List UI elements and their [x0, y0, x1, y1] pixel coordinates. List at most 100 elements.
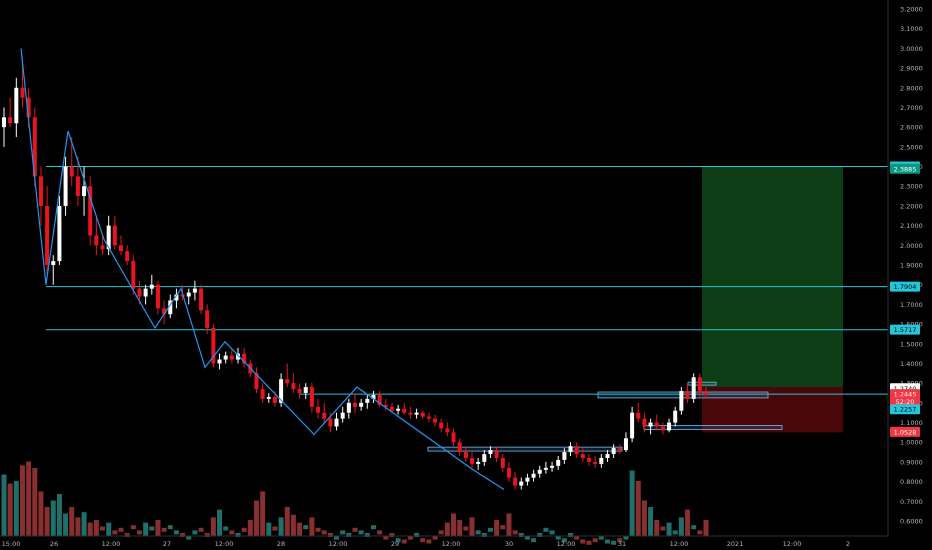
candle-body: [623, 438, 628, 451]
volume-bar: [186, 535, 192, 540]
candle-body: [149, 284, 154, 289]
volume-bar: [678, 517, 684, 536]
candle-body: [1, 117, 7, 128]
candle-body: [260, 389, 265, 399]
price-tick-label: 1.1000: [900, 419, 923, 427]
volume-bar: [315, 527, 321, 532]
candle-body: [537, 469, 542, 474]
volume-bar: [537, 533, 543, 537]
volume-bar: [580, 539, 586, 544]
trend-line: [20, 48, 505, 491]
candle-body: [155, 284, 160, 309]
time-tick-label: 15:00: [2, 540, 21, 548]
volume-bar: [586, 540, 592, 545]
volume-bar: [266, 522, 272, 536]
candle-body: [106, 225, 111, 250]
candle-body: [174, 294, 179, 301]
candle-body: [703, 393, 709, 395]
volume-bar: [167, 525, 173, 530]
candle-body: [242, 353, 247, 364]
candle-body: [580, 454, 585, 458]
candle-body: [506, 467, 511, 478]
volume-bar: [555, 535, 561, 540]
time-tick-label: 2: [846, 540, 850, 548]
candle-body: [235, 353, 241, 360]
volume-bar: [451, 513, 457, 536]
candle-body: [654, 422, 659, 427]
candle-body: [660, 426, 665, 431]
candle-body: [568, 446, 573, 453]
volume-bar: [438, 530, 444, 535]
candle-body: [82, 186, 87, 197]
price-tag-label: 1.2740: [894, 385, 917, 393]
volume-bar: [284, 507, 290, 536]
volume-bar: [352, 527, 358, 532]
volume-bar: [75, 517, 81, 536]
volume-bar: [340, 530, 346, 535]
candle-body: [679, 391, 684, 411]
candle-body: [488, 450, 493, 455]
volume-bar: [44, 507, 50, 536]
candle-body: [451, 432, 456, 443]
price-tick-label: 3.0000: [900, 45, 923, 53]
time-tick-label: 26: [50, 540, 58, 548]
candle-body: [562, 452, 567, 460]
volume-bar: [598, 535, 604, 540]
candle-body: [94, 235, 99, 246]
volume-bar: [635, 481, 641, 536]
price-tick-label: 2.8000: [900, 84, 923, 92]
candle-body: [303, 387, 308, 393]
candle-body: [482, 454, 487, 462]
volume-bar: [531, 538, 537, 543]
candle-body: [519, 481, 524, 486]
volume-bar: [229, 530, 235, 535]
candle-body: [642, 418, 647, 427]
candle-body: [143, 288, 148, 297]
candle-body: [57, 205, 62, 262]
price-tag-label: 1.7904: [894, 283, 917, 291]
horizontal-levels: [46, 166, 888, 395]
target-zone: [702, 166, 843, 388]
volume-bar: [672, 530, 678, 535]
volume-bar: [13, 481, 19, 536]
time-tick-label: 29: [391, 540, 399, 548]
volume-bar: [192, 530, 198, 535]
price-axis[interactable]: 3.2000 3.1000 3.0000 2.9000 2.8000 2.7000 2.60…: [900, 6, 923, 526]
price-tag-box: [890, 163, 920, 174]
time-axis[interactable]: 15:00 26 12:00 27 12:00 28 12:00 29 12:00 30 12:00…: [2, 540, 850, 548]
price-tag-label: 1.5717: [894, 326, 917, 334]
candle-body: [168, 300, 173, 315]
candle-body: [630, 412, 635, 439]
volume-bar: [383, 535, 389, 540]
candle-body: [279, 379, 284, 403]
volume-bar: [19, 465, 25, 536]
stop-zone: [702, 387, 843, 433]
candle-body: [365, 398, 370, 403]
volume-bar: [143, 522, 149, 536]
candle-body: [586, 457, 592, 462]
time-tick-label: 12:00: [329, 540, 348, 548]
volume-bar: [1, 474, 7, 536]
price-tick-label: 1.5000: [900, 340, 923, 348]
price-tick-label: 1.0000: [900, 439, 923, 447]
candle-body: [112, 225, 117, 246]
volume-bar: [253, 500, 259, 536]
volume-bar: [648, 507, 654, 536]
time-tick-label: 12:00: [442, 540, 461, 548]
candle-body: [433, 418, 438, 423]
candle-body: [697, 377, 702, 393]
volume-bar: [414, 533, 420, 537]
volume-bar: [364, 533, 370, 537]
price-tick-label: 2.2000: [900, 202, 923, 210]
candle-body: [389, 406, 394, 411]
time-tick-label: 2021: [727, 540, 744, 548]
volume-bar: [623, 535, 629, 540]
volume-bar: [321, 530, 327, 535]
volume-bar: [543, 527, 549, 532]
volume-bar: [617, 538, 623, 543]
price-tag-label: 1.2445: [894, 391, 917, 399]
candle-body: [463, 452, 468, 458]
candle-body: [131, 261, 136, 289]
volume-bar: [334, 535, 340, 540]
